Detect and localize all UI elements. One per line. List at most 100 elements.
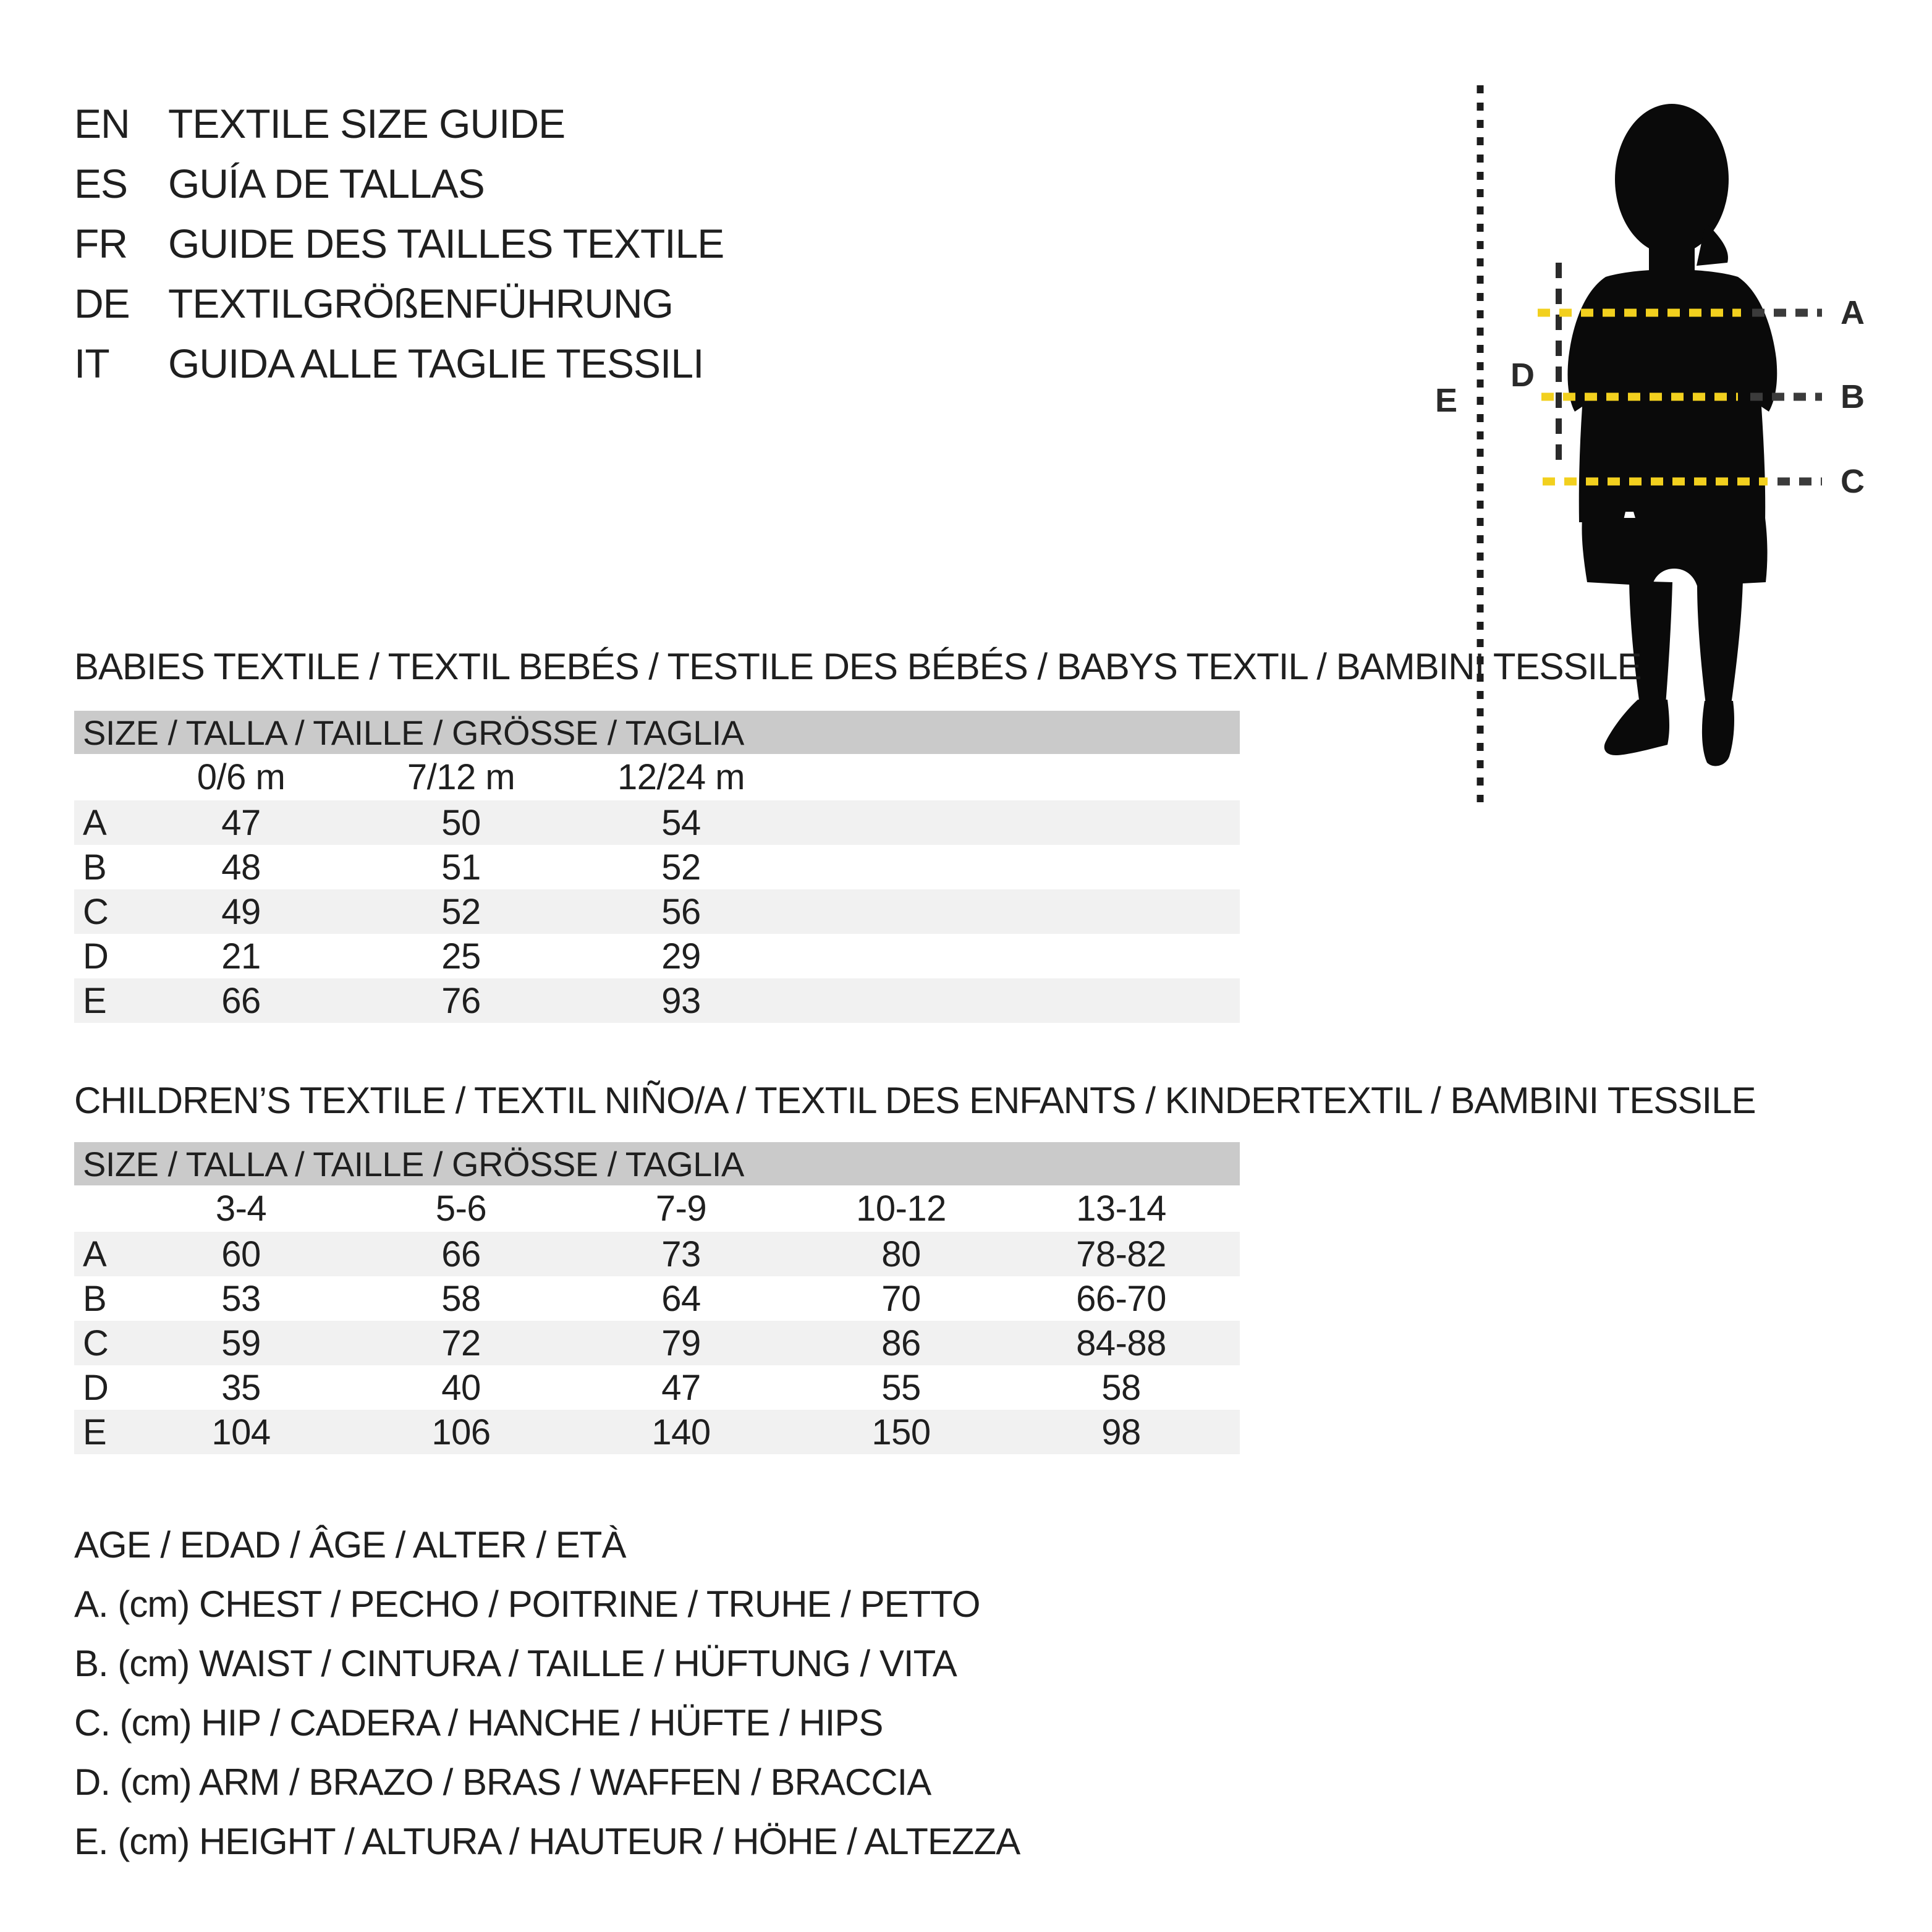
guide-title: TEXTILE SIZE GUIDE — [168, 101, 566, 146]
language-code: DE — [74, 281, 130, 326]
size-value-cell: 150 — [871, 1412, 931, 1452]
row-label: B — [83, 847, 107, 888]
language-row-it: IT GUIDA ALLE TAGLIE TESSILI — [74, 334, 724, 394]
size-value-cell: 66 — [221, 980, 261, 1021]
column-header: 7/12 m — [407, 757, 515, 797]
row-label: B — [83, 1278, 107, 1319]
guide-title: GUIDE DES TAILLES TEXTILE — [168, 221, 724, 266]
children-size-table: 3-4 5-6 7-9 10-12 13-14 A 60 66 73 80 78-82 B 53 58 64… — [74, 1185, 1240, 1454]
table-row: C 59 72 79 86 84-88 — [74, 1321, 1240, 1365]
size-value-cell: 56 — [661, 891, 701, 932]
size-value-cell: 86 — [881, 1323, 921, 1363]
table-row: D 35 40 47 55 58 — [74, 1365, 1240, 1410]
table-corner-cell — [74, 754, 131, 800]
column-header: 7-9 — [655, 1188, 707, 1229]
table-column-header-row: 0/6 m 7/12 m 12/24 m — [74, 754, 1240, 800]
row-label: A — [83, 1234, 107, 1274]
legend-line-chest: A. (cm) CHEST / PECHO / POITRINE / TRUHE… — [74, 1583, 981, 1625]
row-label: E — [83, 980, 107, 1021]
measure-label-a: A — [1841, 294, 1865, 331]
row-label: A — [83, 802, 107, 843]
size-value-cell: 21 — [221, 936, 261, 977]
size-value-cell: 40 — [441, 1367, 481, 1408]
size-value-cell: 93 — [661, 980, 701, 1021]
children-section-heading: CHILDREN’S TEXTILE / TEXTIL NIÑO/A / TEX… — [74, 1080, 1756, 1121]
table-row: D 21 25 29 — [74, 934, 1240, 978]
size-value-cell: 58 — [1101, 1367, 1141, 1408]
table-column-header-row: 3-4 5-6 7-9 10-12 13-14 — [74, 1185, 1240, 1232]
column-header: 0/6 m — [197, 757, 286, 797]
language-code: IT — [74, 341, 110, 386]
size-value-cell: 51 — [441, 847, 481, 888]
size-value-cell: 140 — [651, 1412, 711, 1452]
size-value-cell: 25 — [441, 936, 481, 977]
table-row: B 48 51 52 — [74, 845, 1240, 889]
size-value-cell: 35 — [221, 1367, 261, 1408]
guide-title: TEXTILGRÖßENFÜHRUNG — [168, 281, 674, 326]
size-value-cell: 59 — [221, 1323, 261, 1363]
table-row: A 47 50 54 — [74, 800, 1240, 845]
legend-line-age: AGE / EDAD / ÂGE / ALTER / ETÀ — [74, 1524, 626, 1566]
guide-title: GUÍA DE TALLAS — [168, 161, 485, 206]
size-value-cell: 78-82 — [1076, 1234, 1166, 1274]
measurement-legend: AGE / EDAD / ÂGE / ALTER / ETÀ A. (cm) C… — [74, 1515, 1020, 1871]
row-label: C — [83, 1323, 109, 1363]
table-row: A 60 66 73 80 78-82 — [74, 1232, 1240, 1276]
size-value-cell: 55 — [881, 1367, 921, 1408]
size-value-cell: 104 — [211, 1412, 271, 1452]
size-value-cell: 53 — [221, 1278, 261, 1319]
language-code: ES — [74, 161, 128, 206]
size-value-cell: 66 — [441, 1234, 481, 1274]
babies-section-heading: BABIES TEXTILE / TEXTIL BEBÉS / TESTILE … — [74, 646, 1642, 687]
size-value-cell: 72 — [441, 1323, 481, 1363]
table-row: C 49 52 56 — [74, 889, 1240, 934]
measure-label-c: C — [1841, 463, 1865, 500]
size-value-cell: 73 — [661, 1234, 701, 1274]
size-value-cell: 52 — [661, 847, 701, 888]
size-value-cell: 106 — [431, 1412, 491, 1452]
children-size-header-bar: SIZE / TALLA / TAILLE / GRÖSSE / TAGLIA — [74, 1142, 1240, 1185]
size-value-cell: 98 — [1101, 1412, 1141, 1452]
size-value-cell: 66-70 — [1076, 1278, 1166, 1319]
size-value-cell: 84-88 — [1076, 1323, 1166, 1363]
measure-label-b: B — [1841, 378, 1865, 415]
size-value-cell: 49 — [221, 891, 261, 932]
table-row: E 104 106 140 150 98 — [74, 1410, 1240, 1454]
legend-line-hip: C. (cm) HIP / CADERA / HANCHE / HÜFTE / … — [74, 1702, 883, 1743]
size-value-cell: 79 — [661, 1323, 701, 1363]
size-value-cell: 76 — [441, 980, 481, 1021]
size-value-cell: 70 — [881, 1278, 921, 1319]
column-header: 13-14 — [1076, 1188, 1166, 1229]
language-row-en: EN TEXTILE SIZE GUIDE — [74, 94, 724, 154]
size-value-cell: 29 — [661, 936, 701, 977]
legend-line-arm: D. (cm) ARM / BRAZO / BRAS / WAFFEN / BR… — [74, 1761, 931, 1803]
size-value-cell: 47 — [661, 1367, 701, 1408]
row-label: D — [83, 1367, 109, 1408]
row-label: E — [83, 1412, 107, 1452]
column-header: 3-4 — [215, 1188, 267, 1229]
measure-label-d: D — [1510, 357, 1535, 394]
size-value-cell: 50 — [441, 802, 481, 843]
size-value-cell: 58 — [441, 1278, 481, 1319]
size-value-cell: 80 — [881, 1234, 921, 1274]
column-header: 10-12 — [856, 1188, 946, 1229]
table-corner-cell — [74, 1185, 131, 1232]
language-row-es: ES GUÍA DE TALLAS — [74, 154, 724, 214]
measurement-figure: A B C D E — [1435, 85, 1865, 802]
table-row: B 53 58 64 70 66-70 — [74, 1276, 1240, 1321]
size-value-cell: 48 — [221, 847, 261, 888]
table-row: E 66 76 93 — [74, 978, 1240, 1023]
measure-label-e: E — [1435, 382, 1457, 419]
column-header: 5-6 — [435, 1188, 487, 1229]
size-value-cell: 52 — [441, 891, 481, 932]
column-header: 12/24 m — [617, 757, 745, 797]
size-value-cell: 64 — [661, 1278, 701, 1319]
child-silhouette-icon — [1567, 104, 1777, 766]
legend-line-height: E. (cm) HEIGHT / ALTURA / HAUTEUR / HÖHE… — [74, 1821, 1020, 1862]
language-title-list: EN TEXTILE SIZE GUIDE ES GUÍA DE TALLAS … — [74, 94, 724, 394]
size-value-cell: 60 — [221, 1234, 261, 1274]
row-label: D — [83, 936, 109, 977]
language-row-fr: FR GUIDE DES TAILLES TEXTILE — [74, 214, 724, 274]
size-value-cell: 47 — [221, 802, 261, 843]
legend-line-waist: B. (cm) WAIST / CINTURA / TAILLE / HÜFTU… — [74, 1643, 957, 1684]
